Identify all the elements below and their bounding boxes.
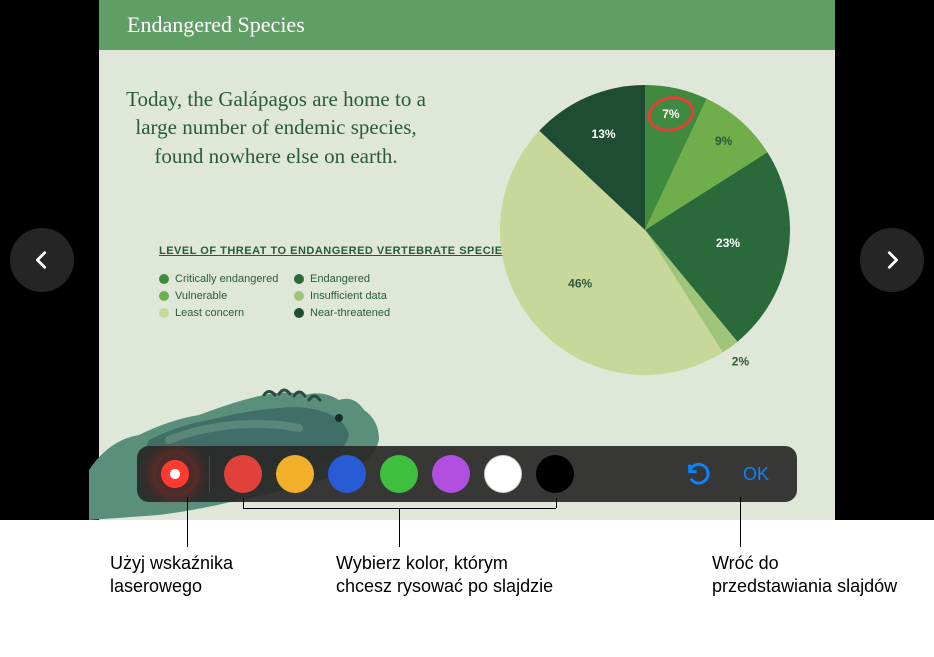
slide-title: Endangered Species	[127, 12, 305, 37]
color-black[interactable]	[536, 455, 574, 493]
undo-button[interactable]	[679, 454, 719, 494]
prev-slide-button[interactable]	[10, 228, 74, 292]
toolbar-separator	[209, 456, 210, 492]
laser-pointer-tool[interactable]	[155, 454, 195, 494]
callout-text-ok: Wróć do przedstawiania slajdów	[712, 552, 902, 599]
color-white[interactable]	[484, 455, 522, 493]
callout-bracket-left-tip	[243, 498, 244, 508]
chevron-left-icon	[31, 249, 53, 271]
color-red[interactable]	[224, 455, 262, 493]
slide: Endangered Species Today, the Galápagos …	[99, 0, 835, 520]
callout-text-laser: Użyj wskaźnika laserowego	[110, 552, 300, 599]
color-yellow[interactable]	[276, 455, 314, 493]
undo-icon	[685, 460, 713, 488]
color-blue[interactable]	[328, 455, 366, 493]
color-row	[224, 455, 574, 493]
chevron-right-icon	[881, 249, 903, 271]
callout-text-colors: Wybierz kolor, którym chcesz rysować po …	[336, 552, 566, 599]
help-annotations: Użyj wskaźnika laserowego Wybierz kolor,…	[0, 520, 934, 657]
callout-line-ok	[740, 497, 741, 547]
color-green[interactable]	[380, 455, 418, 493]
callout-line-colors	[399, 508, 400, 547]
callout-line-laser	[187, 497, 188, 547]
next-slide-button[interactable]	[860, 228, 924, 292]
done-button[interactable]: OK	[733, 458, 779, 491]
color-purple[interactable]	[432, 455, 470, 493]
callout-bracket-right-tip	[556, 498, 557, 508]
slide-header: Endangered Species	[99, 0, 835, 50]
drawing-toolbar: OK	[137, 446, 797, 502]
presentation-stage: Endangered Species Today, the Galápagos …	[0, 0, 934, 520]
